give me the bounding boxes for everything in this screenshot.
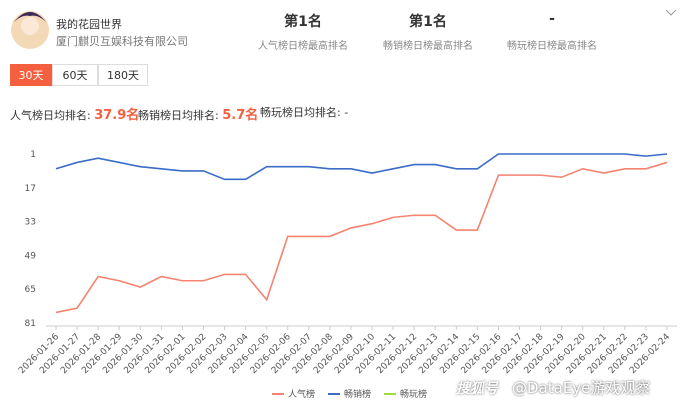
company: 厦门麒贝互娱科技有限公司	[56, 35, 188, 48]
average: 人气榜日均排名: 37.9名	[10, 104, 139, 123]
y-tick-label: 33	[25, 218, 36, 228]
average: 畅玩榜日均排名: -	[260, 104, 348, 120]
watermark-text: @DataEye游戏观察	[512, 379, 651, 397]
avatar-hair	[14, 12, 46, 22]
average: 畅销榜日均排名: 5.7名	[138, 104, 258, 123]
y-tick-label: 49	[25, 251, 37, 261]
watermark-logo: 搜狐号	[456, 381, 498, 397]
y-tick-label: 65	[25, 285, 36, 295]
average-label: 畅玩榜日均排名:	[260, 106, 341, 119]
app-name: 我的花园世界	[56, 18, 122, 31]
stat-label: 畅销榜日榜最高排名	[383, 41, 473, 52]
avatar-face	[21, 17, 39, 35]
tab[interactable]: 30天	[10, 64, 52, 86]
legend-label: 畅玩榜	[400, 388, 427, 400]
tab[interactable]: 60天	[52, 64, 98, 86]
y-tick-label: 81	[25, 319, 36, 329]
stat-value: -	[549, 11, 555, 27]
average-value: -	[344, 106, 349, 119]
average-value: 37.9名	[94, 108, 140, 123]
stat-label: 畅玩榜日榜最高排名	[507, 41, 597, 52]
stat-value: 第1名	[284, 14, 322, 30]
legend-label: 畅销榜	[344, 388, 371, 400]
y-tick-label: 17	[25, 184, 36, 194]
average-label: 畅销榜日均排名:	[138, 109, 219, 122]
average-label: 人气榜日均排名:	[10, 109, 91, 122]
tab[interactable]: 180天	[98, 64, 148, 86]
average-value: 5.7名	[222, 108, 259, 123]
series-line	[55, 153, 668, 181]
stat-value: 第1名	[409, 14, 447, 30]
legend-label: 人气榜	[288, 388, 315, 400]
series-line	[55, 161, 668, 314]
stat-label: 人气榜日榜最高排名	[258, 41, 348, 52]
y-tick-label: 1	[30, 150, 36, 160]
collapse-icon[interactable]	[665, 9, 677, 16]
